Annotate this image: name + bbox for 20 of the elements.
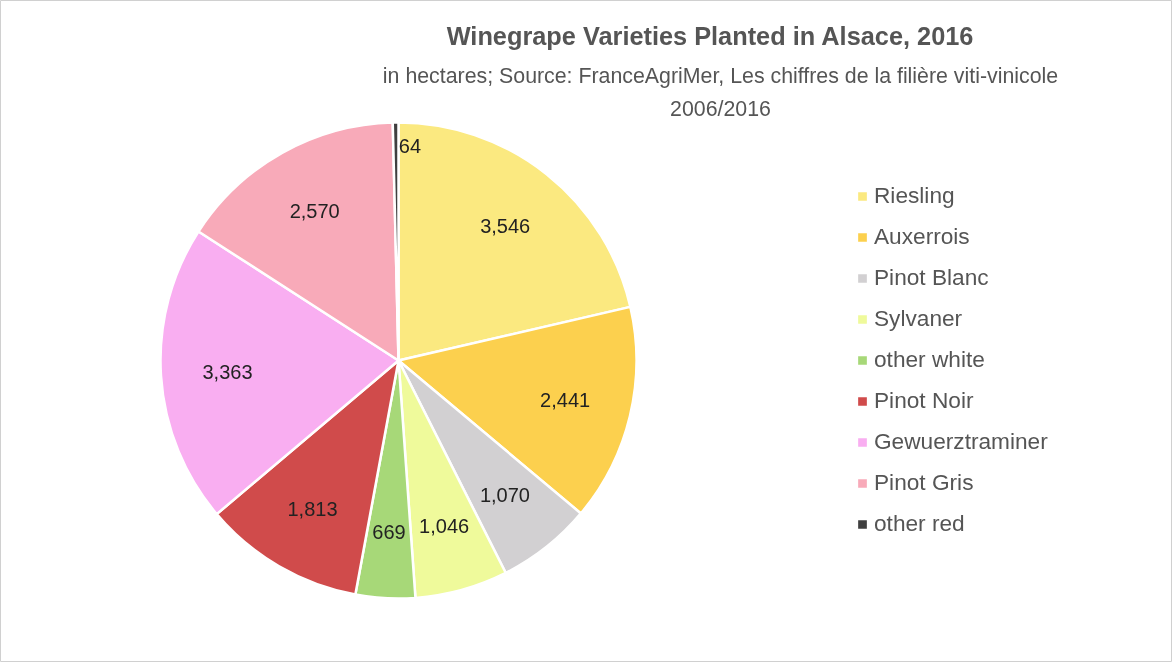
legend-label: other red xyxy=(874,510,965,537)
data-label: 1,070 xyxy=(479,483,530,506)
legend-label: Riesling xyxy=(874,182,955,209)
legend-label: Pinot Blanc xyxy=(874,264,989,291)
data-label: 64 xyxy=(398,135,422,158)
legend-label: Pinot Noir xyxy=(874,387,974,414)
data-label: 2,441 xyxy=(540,389,591,412)
data-label: 3,546 xyxy=(480,215,531,238)
legend-label: Sylvaner xyxy=(874,305,963,332)
chart-subtitle: in hectares; Source: FranceAgriMer, Les chiffres de la filière viti-vinicole 2006/2016 xyxy=(382,63,1059,121)
data-label: 1,813 xyxy=(287,497,338,520)
legend-label: other white xyxy=(874,346,985,373)
legend-label: Pinot Gris xyxy=(874,469,974,496)
chart-title: Winegrape Varieties Planted in Alsace, 2016 xyxy=(446,21,974,50)
legend-label: Auxerrois xyxy=(874,223,970,250)
legend-label: Gewuerztraminer xyxy=(874,428,1048,455)
data-label: 1,046 xyxy=(419,514,470,537)
data-label: 2,570 xyxy=(289,200,340,223)
data-label: 3,363 xyxy=(202,360,253,383)
data-label: 669 xyxy=(372,520,406,543)
